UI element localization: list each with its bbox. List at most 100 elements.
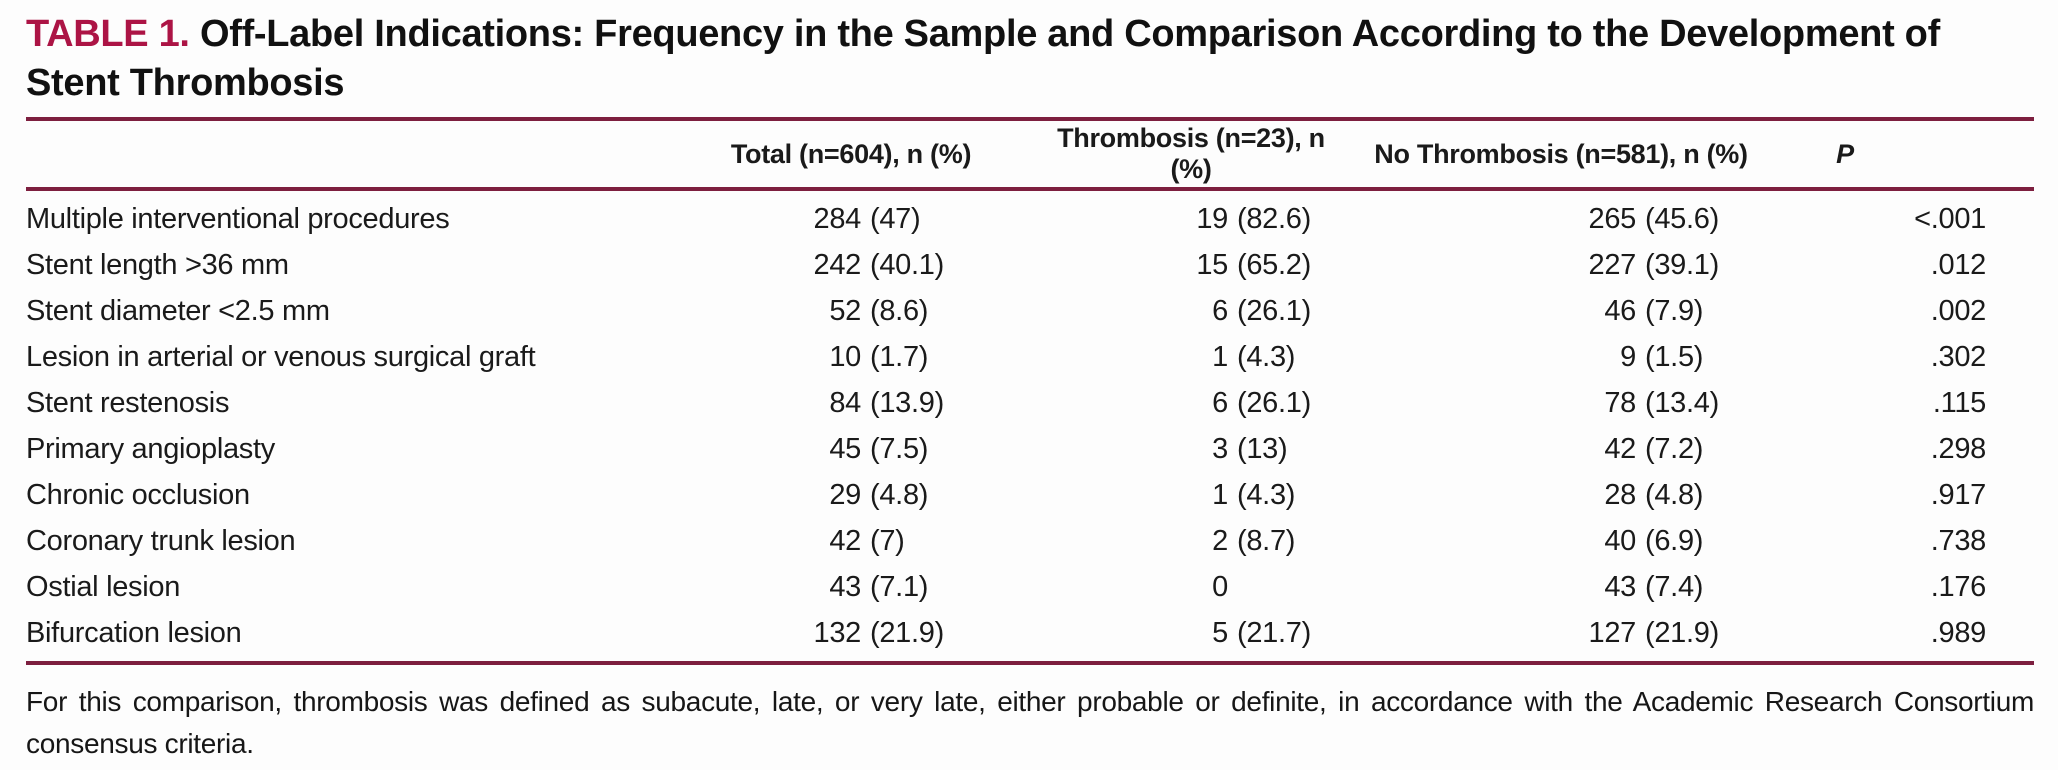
table-footnote: For this comparison, thrombosis was defi… <box>26 686 2034 760</box>
value-count: 43 <box>829 570 861 603</box>
value-percent: (8.6) <box>870 294 929 327</box>
cell-p-value: .989 <box>1930 616 1987 649</box>
value-percent: (7.4) <box>1645 570 1704 603</box>
value-percent: (7.2) <box>1645 432 1704 465</box>
cell-total: 45 (7.5) <box>666 433 1036 466</box>
value-count: 132 <box>813 616 862 649</box>
table-top-rule <box>26 117 2034 122</box>
value-percent: (21.9) <box>1645 616 1719 649</box>
table-row: Stent diameter <2.5 mm 52 (8.6) 6 (26.1) 46 (7… <box>26 288 2034 334</box>
value-percent: (26.1) <box>1237 294 1311 327</box>
cell-thrombosis: 1 (4.3) <box>1036 341 1346 374</box>
cell-total: 84 (13.9) <box>666 387 1036 420</box>
cell-p-value: <.001 <box>1914 202 1986 235</box>
table-title: TABLE 1. Off-Label Indications: Frequenc… <box>26 10 1976 107</box>
value-count: 52 <box>829 294 861 327</box>
cell-no_thrombosis: 227 (39.1) <box>1346 249 1776 282</box>
cell-no_thrombosis: 28 (4.8) <box>1346 479 1776 512</box>
cell-no_thrombosis: 46 (7.9) <box>1346 295 1776 328</box>
value-count: 6 <box>1212 386 1228 419</box>
header-no-thrombosis-column: No Thrombosis (n=581), n (%) <box>1374 138 1748 169</box>
value-percent: (13) <box>1237 432 1288 465</box>
value-count: 46 <box>1604 294 1636 327</box>
value-percent: (4.8) <box>870 478 929 511</box>
value-count: 1 <box>1212 340 1228 373</box>
value-percent: (26.1) <box>1237 386 1311 419</box>
cell-thrombosis: 6 (26.1) <box>1036 295 1346 328</box>
value-count: 19 <box>1196 202 1228 235</box>
table-row: Coronary trunk lesion 42 (7) 2 (8.7) 40 (6.9).… <box>26 518 2034 564</box>
value-percent: (1.5) <box>1645 340 1704 373</box>
value-count: 1 <box>1212 478 1228 511</box>
cell-indication: Chronic occlusion <box>26 478 250 511</box>
value-percent: (82.6) <box>1237 202 1311 235</box>
cell-thrombosis: 15 (65.2) <box>1036 249 1346 282</box>
table-row: Primary angioplasty 45 (7.5) 3 (13) 42 (7.2) .2… <box>26 426 2034 472</box>
value-count: 2 <box>1212 524 1228 557</box>
value-count: 6 <box>1212 294 1228 327</box>
cell-p-value: .917 <box>1930 478 1987 511</box>
value-count: 127 <box>1588 616 1637 649</box>
value-count: 28 <box>1604 478 1636 511</box>
value-percent: (1.7) <box>870 340 929 373</box>
value-count: 45 <box>829 432 861 465</box>
header-p-column: P <box>1836 138 1854 169</box>
value-percent: (21.7) <box>1237 616 1311 649</box>
value-count: 227 <box>1588 248 1637 281</box>
cell-thrombosis: 2 (8.7) <box>1036 525 1346 558</box>
value-count: 265 <box>1588 202 1637 235</box>
header-total-column: Total (n=604), n (%) <box>730 138 972 169</box>
value-percent: (4.8) <box>1645 478 1704 511</box>
value-percent: (13.4) <box>1645 386 1719 419</box>
cell-thrombosis: 1 (4.3) <box>1036 479 1346 512</box>
cell-indication: Multiple interventional procedures <box>26 202 450 235</box>
value-count: 29 <box>829 478 861 511</box>
table-row: Multiple interventional procedures 284 (47… <box>26 196 2034 242</box>
cell-no_thrombosis: 78 (13.4) <box>1346 387 1776 420</box>
cell-p-value: .738 <box>1930 524 1987 557</box>
cell-total: 242 (40.1) <box>666 249 1036 282</box>
cell-indication: Bifurcation lesion <box>26 616 242 649</box>
table-row: Stent length >36 mm 242 (40.1) 15 (65.2) 227(… <box>26 242 2034 288</box>
cell-indication: Primary angioplasty <box>26 432 275 465</box>
cell-no_thrombosis: 40 (6.9) <box>1346 525 1776 558</box>
value-count: 40 <box>1604 524 1636 557</box>
value-count: 15 <box>1196 248 1228 281</box>
cell-total: 10 (1.7) <box>666 341 1036 374</box>
value-percent: (6.9) <box>1645 524 1704 557</box>
value-percent: (13.9) <box>870 386 944 419</box>
table-header-row: Total (n=604), n (%) Thrombosis (n=23), … <box>26 121 2034 187</box>
table-row: Bifurcation lesion 132 (21.9) 5 (21.7) 127 (21… <box>26 610 2034 656</box>
cell-total: 284 (47) <box>666 203 1036 236</box>
cell-no_thrombosis: 42 (7.2) <box>1346 433 1776 466</box>
value-percent: (21.9) <box>870 616 944 649</box>
cell-total: 132 (21.9) <box>666 617 1036 650</box>
cell-p-value: .302 <box>1930 340 1987 373</box>
table-body: Multiple interventional procedures 284 (47… <box>26 191 2034 661</box>
cell-no_thrombosis: 265 (45.6) <box>1346 203 1776 236</box>
value-count: 43 <box>1604 570 1636 603</box>
cell-total: 42 (7) <box>666 525 1036 558</box>
value-percent: (8.7) <box>1237 524 1296 557</box>
value-percent: (45.6) <box>1645 202 1719 235</box>
value-count: 9 <box>1620 340 1636 373</box>
value-percent: (4.3) <box>1237 340 1296 373</box>
value-percent: (7.1) <box>870 570 929 603</box>
cell-no_thrombosis: 127 (21.9) <box>1346 617 1776 650</box>
table-header-rule <box>26 187 2034 192</box>
value-count: 242 <box>813 248 862 281</box>
table-title-text: Off-Label Indications: Frequency in the … <box>26 13 1940 104</box>
value-percent: (65.2) <box>1237 248 1311 281</box>
value-count: 84 <box>829 386 861 419</box>
cell-p-value: .298 <box>1930 432 1987 465</box>
value-count: 42 <box>1604 432 1636 465</box>
cell-total: 43 (7.1) <box>666 571 1036 604</box>
cell-thrombosis: 6 (26.1) <box>1036 387 1346 420</box>
cell-no_thrombosis: 43 (7.4) <box>1346 571 1776 604</box>
value-count: 78 <box>1604 386 1636 419</box>
cell-p-value: .115 <box>1932 386 1986 419</box>
value-percent: (7) <box>870 524 905 557</box>
value-count: 5 <box>1212 616 1228 649</box>
cell-p-value: .176 <box>1930 570 1987 603</box>
cell-thrombosis: 3 (13) <box>1036 433 1346 466</box>
